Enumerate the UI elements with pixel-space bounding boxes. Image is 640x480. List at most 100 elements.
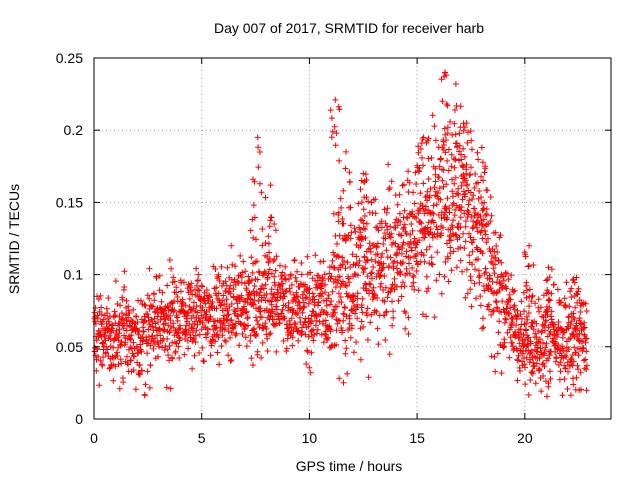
data-point [471,280,478,287]
data-point [400,239,407,246]
data-point [379,265,386,272]
data-point [440,183,447,190]
data-point [438,290,445,297]
data-point [421,258,428,265]
data-point [333,327,340,334]
data-point [340,317,347,324]
data-point [530,326,537,333]
data-point [357,242,364,249]
data-point [401,224,407,231]
data-point [504,270,510,277]
data-point [583,387,590,394]
data-point [443,205,450,212]
x-tick-label: 15 [409,430,425,446]
data-point [274,286,281,293]
data-point [128,332,135,339]
data-point [483,211,490,217]
data-point [292,321,299,328]
data-point [144,368,151,375]
data-point [100,316,107,323]
data-point [212,338,219,345]
data-point [114,352,121,359]
data-point [453,264,460,271]
data-point [466,252,473,259]
data-point [545,297,552,304]
data-point [551,321,558,328]
data-point [195,277,201,284]
data-point [271,273,278,280]
data-point [391,275,398,282]
data-point [455,220,462,227]
data-point [307,369,314,376]
data-point [231,323,238,329]
chart-title: Day 007 of 2017, SRMTID for receiver har… [214,20,484,36]
data-point [450,155,457,162]
data-point [381,298,388,305]
data-point [494,249,501,256]
data-point [559,392,566,399]
data-point [123,311,129,318]
data-point [565,368,571,375]
data-point [313,317,320,324]
data-point [177,325,184,332]
data-point [120,379,127,386]
data-point [410,189,417,196]
data-point [383,209,390,216]
data-point [267,330,274,337]
data-point [105,295,112,301]
data-point [283,287,290,294]
data-point [98,311,105,318]
data-point [188,280,195,287]
data-point [118,338,125,345]
data-point [166,327,173,334]
data-point [337,195,344,202]
data-point [399,242,406,248]
data-point [349,298,356,305]
data-point [533,360,540,367]
data-point [112,278,119,285]
data-point [574,299,581,306]
data-point [280,313,287,320]
data-point [141,301,148,308]
data-point [223,338,229,345]
data-point [328,115,335,122]
data-point [403,230,410,237]
data-point [488,212,495,219]
data-point [181,351,188,358]
data-point [296,305,303,312]
data-point [146,384,153,391]
y-axis-label: SRMTID / TECUs [6,184,22,294]
data-point [142,381,149,388]
y-tick-label: 0.2 [64,122,84,138]
data-point [444,157,451,164]
data-point [451,164,458,171]
data-point [180,300,186,307]
data-point [192,332,199,339]
data-point [378,280,385,287]
data-point [373,308,380,315]
data-point [141,392,148,399]
data-point [439,98,446,105]
data-point [394,249,401,256]
data-point [151,315,158,322]
data-point [255,298,262,304]
data-point [297,305,304,312]
data-point [419,229,426,236]
data-point [175,343,182,350]
data-point [102,349,109,356]
data-point [436,174,442,181]
data-point [582,356,589,363]
data-point [583,362,590,369]
data-point [371,242,377,249]
data-point [124,353,130,360]
data-point [192,339,199,346]
data-point [218,343,225,349]
data-point [515,335,522,342]
data-point [404,215,411,222]
data-point [429,261,436,268]
data-point [264,254,271,260]
data-point [335,277,342,284]
data-point [193,265,200,272]
data-point [332,142,339,149]
data-point [537,304,544,311]
